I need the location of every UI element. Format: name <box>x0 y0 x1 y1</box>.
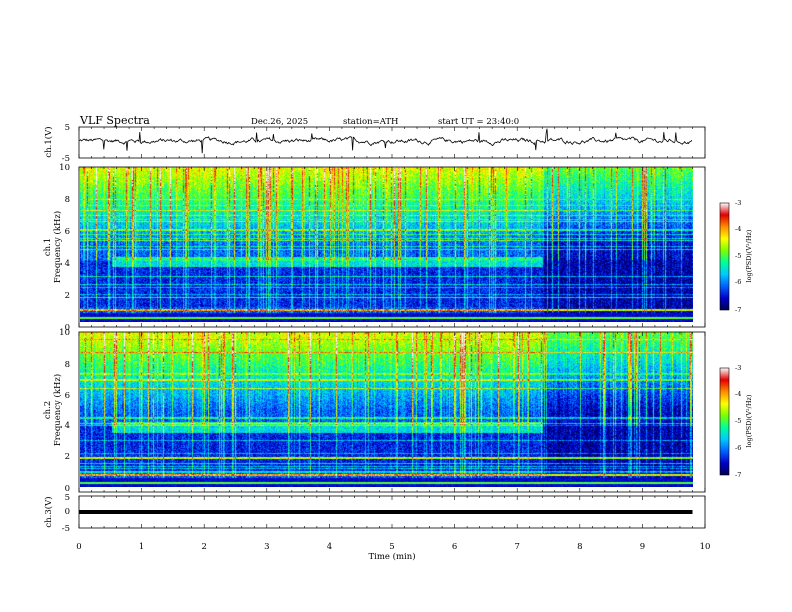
ch1-colorbar-tick: -7 <box>735 306 741 314</box>
ch1-spectrogram-channel-label: ch.1 <box>43 238 53 256</box>
ch2-freq-tick-label: 4 <box>65 421 70 431</box>
time-tick-label: 8 <box>577 542 582 552</box>
ch1-colorbar-tick: -3 <box>735 199 741 207</box>
ch1-spectrogram-panel: 10 8 6 4 2 0 ch.1 Frequency (kHz) -3 -4 … <box>43 163 753 333</box>
ch1-waveform-yticks: 5 -5 <box>62 123 70 164</box>
ch1-colorbar-holder <box>720 203 729 310</box>
ch3-ytick-label: 0 <box>65 507 70 517</box>
ch2-spectrogram-yticks: 10 8 6 4 2 0 <box>59 328 70 494</box>
ch1-colorbar-frame <box>719 202 730 311</box>
ch1-spectrogram-image-holder <box>79 167 693 322</box>
ch1-freq-tick-label: 10 <box>59 163 70 173</box>
ch2-colorbar-tick: -3 <box>735 364 741 372</box>
ch1-freq-tick-label: 2 <box>65 291 70 301</box>
ch1-colorbar-tick: -6 <box>735 278 741 286</box>
ch3-ytick-label: 5 <box>65 493 70 503</box>
ch1-spectrogram-heatmap <box>79 167 693 322</box>
ch2-freq-tick-label: 6 <box>65 391 70 401</box>
time-tick-label: 0 <box>76 542 81 552</box>
ch1-freq-tick-label: 0 <box>65 323 70 333</box>
ch1-colorbar-label: log(PSD)(V²/Hz) <box>745 229 753 282</box>
ch2-spectrogram-panel: 10 8 6 4 2 0 ch.2 Frequency (kHz) -3 -4 … <box>43 328 753 494</box>
ch3-ytick-label: -5 <box>62 524 70 534</box>
time-axis-label: Time (min) <box>368 551 415 562</box>
ch2-colorbar-tick: -7 <box>735 471 741 479</box>
ch3-waveform-line <box>79 510 693 514</box>
station-label: station=ATH <box>343 117 398 127</box>
ch1-waveform-panel: 5 -5 ch.1(V) <box>43 123 706 164</box>
ch2-colorbar: -3 -4 -5 -6 -7 log(PSD)(V²/Hz) <box>719 364 753 479</box>
time-tick-label: 9 <box>640 542 645 552</box>
time-tick-label: 10 <box>700 542 711 552</box>
ch3-waveform-ylabel: ch.3(V) <box>43 496 54 527</box>
ch2-colorbar-label: log(PSD)(V²/Hz) <box>745 394 753 447</box>
ch2-spectrogram-heatmap <box>79 332 693 487</box>
ch2-freq-tick-label: 8 <box>65 360 70 370</box>
ch1-freq-tick-label: 4 <box>65 259 70 269</box>
ch1-colorbar-tick: -5 <box>735 252 741 260</box>
ch2-freq-tick-label: 0 <box>65 484 70 494</box>
ch1-colorbar-gradient <box>720 203 729 310</box>
ch1-freq-tick-label: 6 <box>65 227 70 237</box>
ch3-waveform-panel: 5 0 -5 ch.3(V) <box>43 493 706 534</box>
ch1-freq-tick-label: 8 <box>65 195 70 205</box>
ch2-colorbar-frame <box>719 367 730 476</box>
ch2-freq-tick-label: 2 <box>65 452 70 462</box>
ch2-colorbar-tick: -4 <box>735 390 741 398</box>
time-tick-label: 1 <box>139 542 144 552</box>
ch1-ytick-label: -5 <box>62 154 70 164</box>
ch1-ytick-label: 5 <box>65 123 70 133</box>
ch2-colorbar-holder <box>720 368 729 475</box>
ch1-colorbar-tick: -4 <box>735 225 741 233</box>
ch2-colorbar-tick: -6 <box>735 444 741 452</box>
time-axis-tick-labels: 0 1 2 3 4 5 6 7 8 9 10 <box>76 542 710 552</box>
ch2-colorbar-gradient <box>720 368 729 475</box>
ch2-freq-tick-label: 10 <box>59 328 70 338</box>
time-tick-label: 7 <box>514 542 519 552</box>
time-axis-ticks <box>78 127 706 528</box>
time-tick-label: 5 <box>389 542 394 552</box>
time-tick-label: 4 <box>327 542 332 552</box>
ch1-colorbar: -3 -4 -5 -6 -7 log(PSD)(V²/Hz) <box>719 199 753 314</box>
ch2-spectrogram-channel-label: ch.2 <box>43 401 53 419</box>
ch1-spectrogram-yticks: 10 8 6 4 2 0 <box>59 163 70 333</box>
start-time-label: start UT = 23:40:0 <box>438 117 519 127</box>
ch1-waveform-line <box>78 128 693 154</box>
time-tick-label: 2 <box>201 542 206 552</box>
time-tick-label: 6 <box>452 542 457 552</box>
ch1-waveform-ylabel: ch.1(V) <box>43 126 54 157</box>
ch2-colorbar-tick: -5 <box>735 417 741 425</box>
ch2-spectrogram-ylabel: Frequency (kHz) <box>52 374 63 446</box>
date-label: Dec.26, 2025 <box>251 117 308 127</box>
figure-title: VLF Spectra <box>79 114 150 127</box>
time-tick-label: 3 <box>264 542 269 552</box>
ch2-spectrogram-image-holder <box>79 332 693 487</box>
ch1-spectrogram-ylabel: Frequency (kHz) <box>52 211 63 283</box>
